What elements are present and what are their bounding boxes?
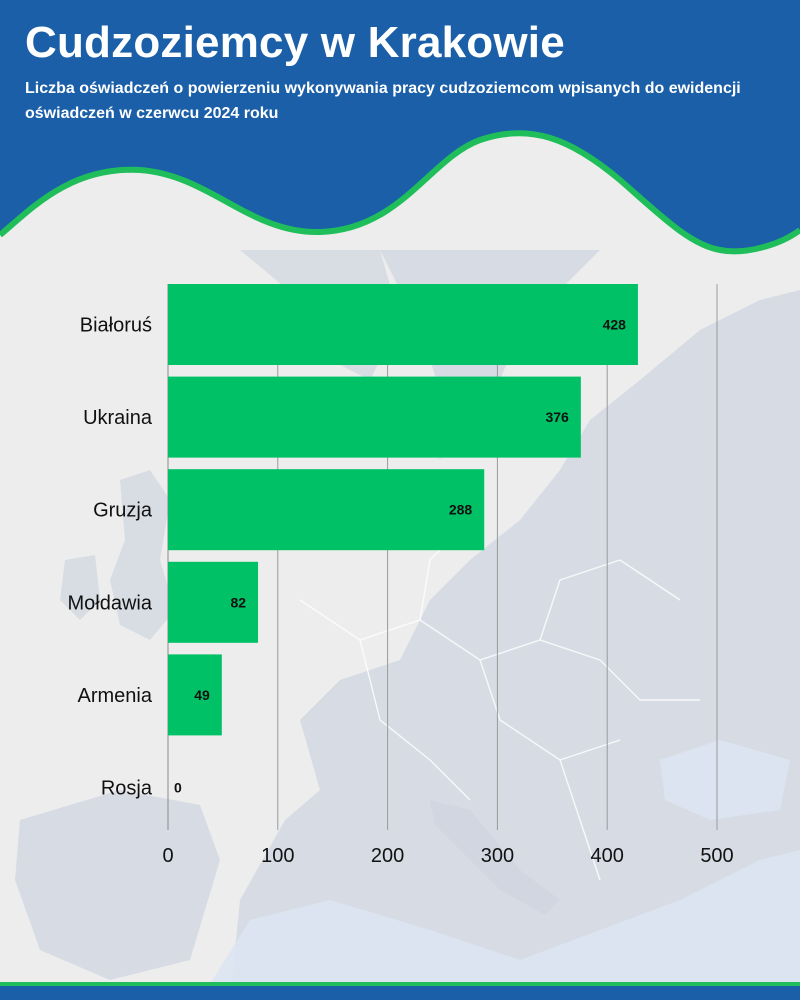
bar-value-label: 0 xyxy=(174,780,182,796)
category-label: Gruzja xyxy=(93,500,153,522)
category-labels: Białoruś Ukraina Gruzja Mołdawia Armenia Rosj… xyxy=(68,315,153,800)
bar-value-label: 376 xyxy=(545,409,569,425)
bar-value-label: 428 xyxy=(603,317,627,333)
bar xyxy=(168,284,638,365)
x-tick-label: 0 xyxy=(162,845,173,867)
bar-value-label: 82 xyxy=(230,594,246,610)
x-tick-label: 500 xyxy=(700,845,733,867)
bar-value-label: 49 xyxy=(194,687,210,703)
bar xyxy=(168,561,259,643)
bars: 428 376 288 82 49 0 xyxy=(168,284,638,796)
category-label: Mołdawia xyxy=(68,592,153,614)
x-tick-label: 300 xyxy=(481,845,514,867)
grid xyxy=(167,284,718,830)
header-wave-edge xyxy=(0,130,800,255)
x-tick-label: 200 xyxy=(371,845,404,867)
category-label: Ukraina xyxy=(83,407,153,429)
category-label: Armenia xyxy=(78,685,153,707)
x-axis-ticks: 0 100 200 300 400 500 xyxy=(162,845,733,867)
header-wave xyxy=(0,0,800,252)
bar xyxy=(168,376,581,458)
category-label: Białoruś xyxy=(80,315,152,337)
category-label: Rosja xyxy=(101,778,153,800)
bar-value-label: 288 xyxy=(449,502,473,518)
footer-bar xyxy=(0,982,800,1000)
bar xyxy=(168,654,222,736)
x-tick-label: 400 xyxy=(591,845,624,867)
page-title: Cudzoziemcy w Krakowie xyxy=(25,18,565,67)
bar xyxy=(168,469,485,551)
page-subtitle: Liczba oświadczeń o powierzeniu wykonywa… xyxy=(25,80,741,122)
x-tick-label: 100 xyxy=(261,845,294,867)
